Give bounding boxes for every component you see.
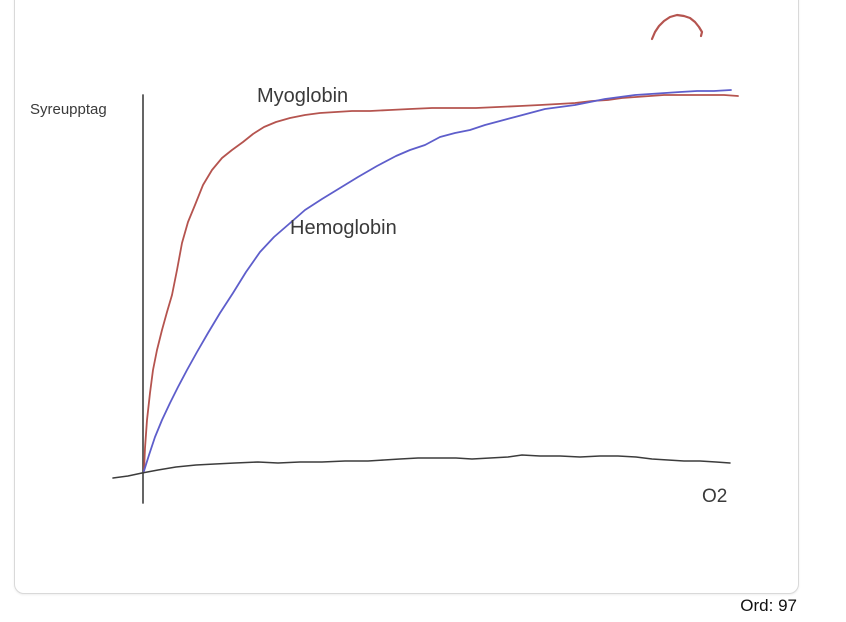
x-axis-label: O2 [702, 486, 728, 507]
word-count: Ord: 97 [740, 596, 797, 615]
answer-canvas-frame[interactable] [14, 0, 799, 594]
myoglobin-curve-label: Myoglobin [257, 85, 349, 107]
y-axis-label: Syreupptag [30, 101, 107, 118]
hemoglobin-curve-label: Hemoglobin [290, 217, 397, 239]
